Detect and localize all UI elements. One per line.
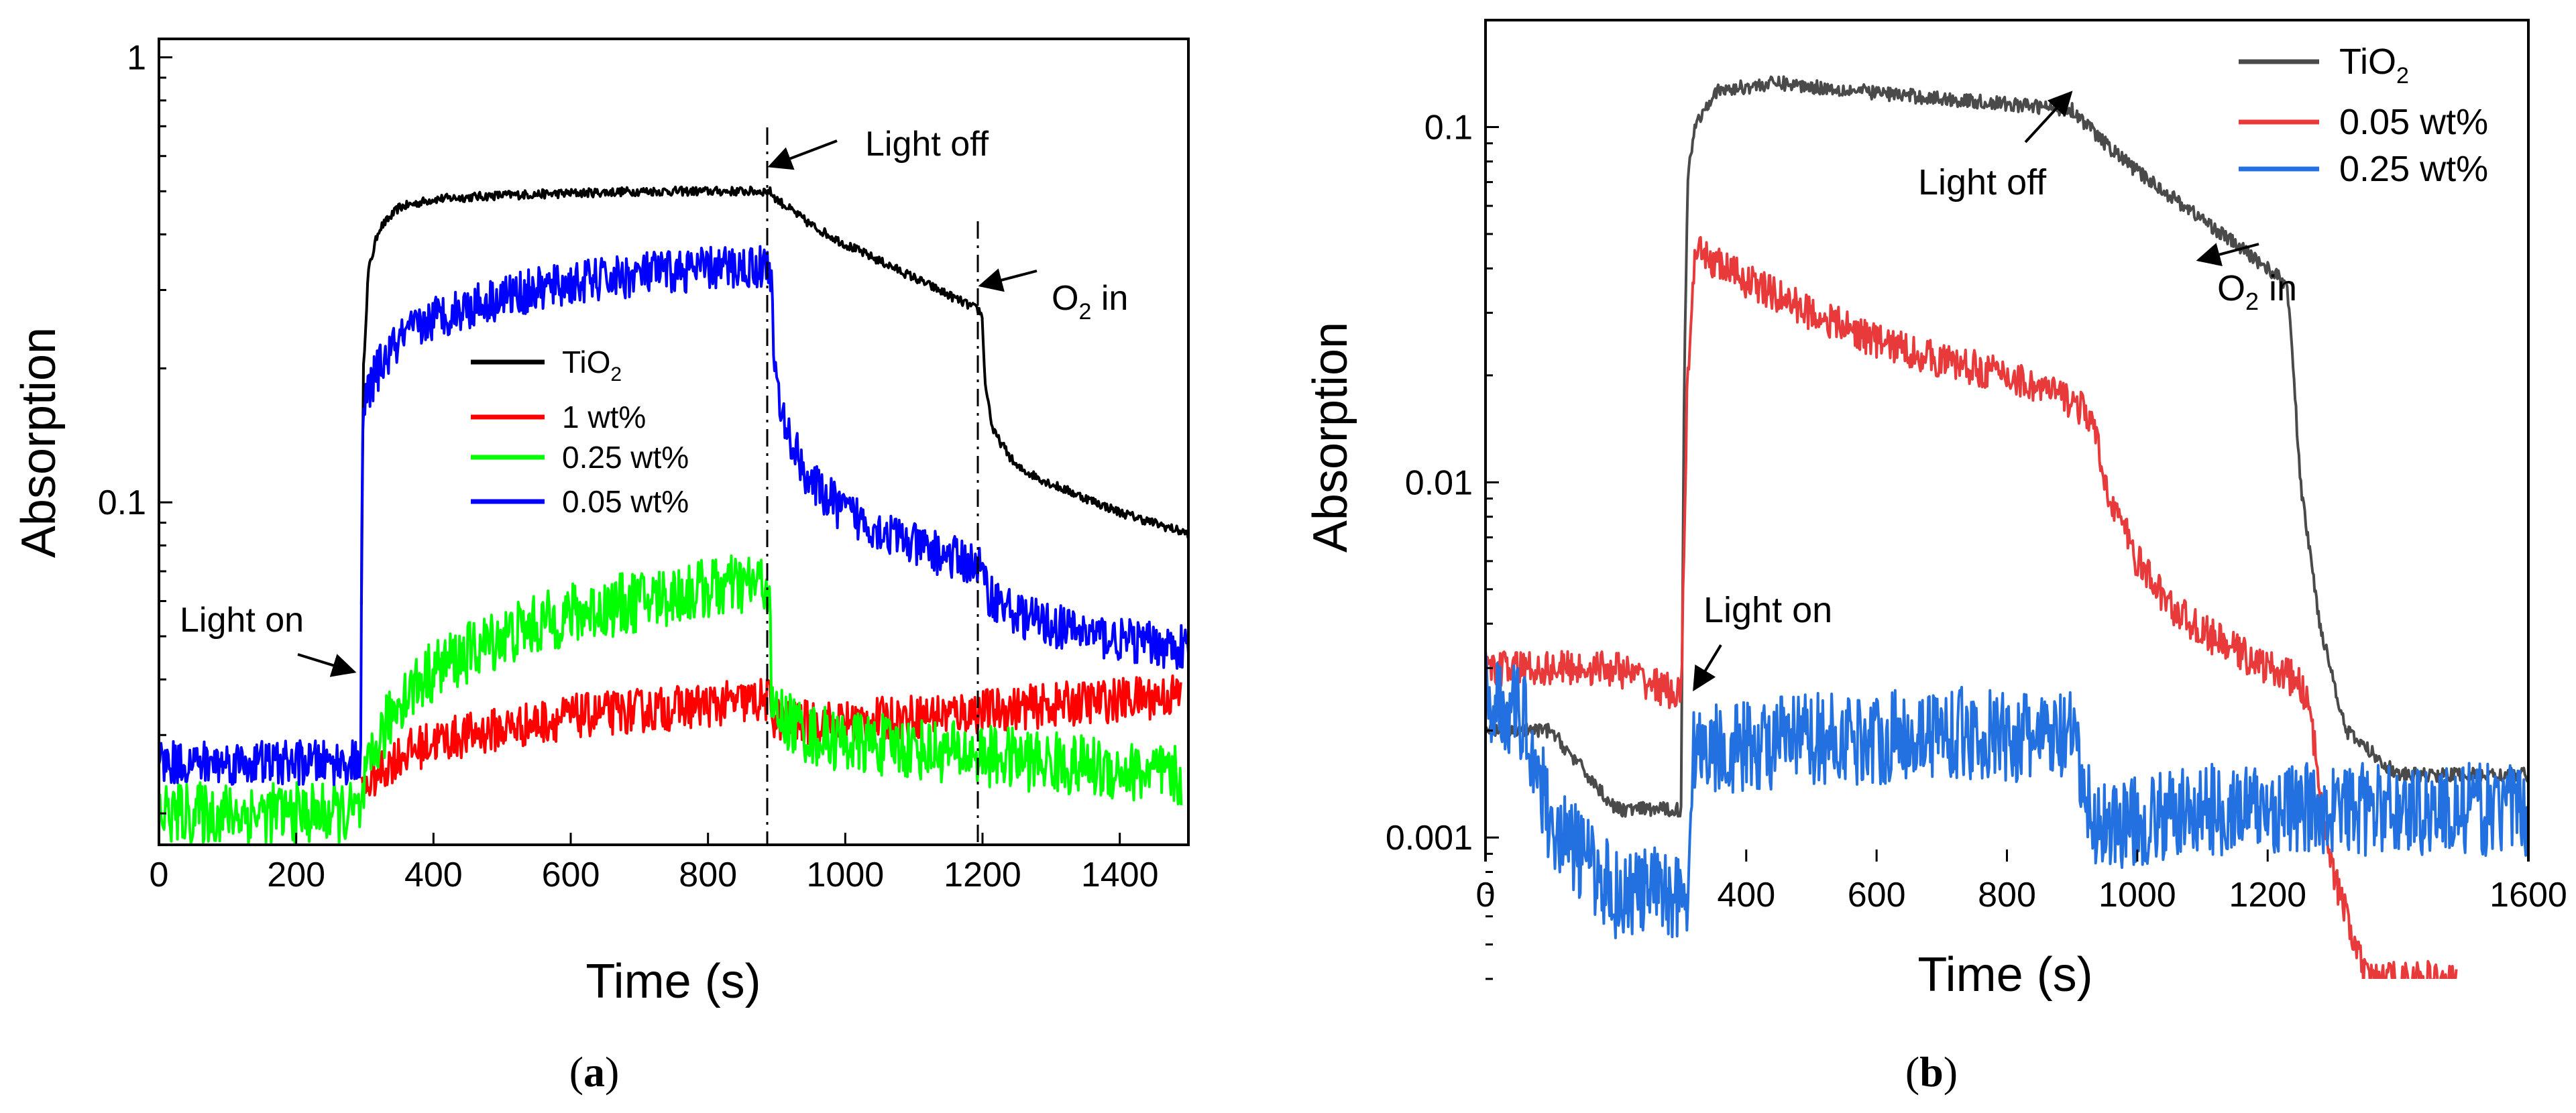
panel-b-series-0-05-wt- [1486,236,2458,979]
panel-a-series-tio2 [359,185,1188,605]
panel-a-x-tick-label: 800 [679,856,737,894]
panel-b-legend-item: TiO2 [2239,42,2409,89]
panel-b-legend-label: TiO2 [2339,42,2409,89]
panel-a-y-ticks: 0.11 [98,38,172,815]
panel-b-series-lines [1486,75,2528,979]
panel-a-legend-item: 1 wt% [471,400,646,434]
panel-b-annotation-o2-in: O2 in [2196,243,2297,315]
panel-b-legend-item: 0.25 wt% [2239,149,2488,189]
panel-a-plot-frame [158,38,1190,846]
panel-b-arrow-light-off [2024,91,2073,143]
panel-a-x-ticks: 0 200 400 600 800 1000 1200 1400 [150,833,1159,894]
panel-b-x-tick-label: 1000 [2098,876,2176,915]
panel-a-label-o2-in: O2 in [1052,279,1128,325]
panel-a-label: (a) [569,1048,620,1096]
panel-b-x-axis-title: Time (s) [1917,948,2092,1002]
panel-a-series-0-05-wt- [159,245,1188,786]
panel-b-arrow-o2-in [2196,243,2259,267]
panel-b-x-ticks: 0 400 600 800 1000 1200 1600 [1476,850,2567,915]
panel-b-series-0-25-wt- [1486,650,2528,939]
panel-a-arrow-light-on [297,653,357,677]
panel-b-legend-item: 0.05 wt% [2239,102,2488,142]
panel-a-x-axis-title: Time (s) [585,955,761,1008]
panel-b-legend-label: 0.25 wt% [2339,149,2488,189]
panel-a-x-tick-label: 1000 [806,856,884,894]
panel-b-x-tick-label: 1200 [2229,876,2306,915]
panel-b-y-ticks: 0.001 0.01 0.1 [1386,19,1499,980]
panel-a-arrow-light-off [767,139,838,170]
panel-b-y-tick-label: 0.01 [1405,463,1473,502]
panel-b-annotation-light-off: Light off [1918,91,2073,202]
panel-b-legend: TiO2 0.05 wt% 0.25 wt% [2239,42,2488,189]
panel-a-x-tick-label: 400 [404,856,463,894]
panel-a-annotation-light-on: Light on [180,601,357,677]
panel-b-x-tick-label: 800 [1978,876,2036,915]
panel-a-legend-label: 0.05 wt% [562,484,689,519]
panel-a: 0 200 400 600 800 1000 1200 1400 0.11 Time (s) … [12,38,1190,1096]
panel-b-annotation-light-on: Light on [1693,590,1832,692]
panel-b-x-tick-label: 600 [1848,876,1906,915]
panel-a-x-tick-label: 200 [267,856,325,894]
panel-b-legend-label: 0.05 wt% [2339,102,2488,142]
panel-b-series-tio2 [1486,75,2528,818]
panel-b-y-tick-label: 0.001 [1386,819,1473,858]
panel-b-label: (b) [1905,1048,1958,1096]
panel-b-y-axis-title: Absorption [1304,322,1357,552]
panel-a-series-0-25-wt- [159,554,1183,845]
panel-a-x-tick-label: 600 [542,856,600,894]
panel-b-label-light-off: Light off [1918,162,2047,202]
panel-a-y-tick-label: 1 [127,38,146,77]
panel-b-y-tick-label: 0.1 [1424,108,1473,147]
panel-a-legend-label: 0.25 wt% [562,440,689,475]
panel-a-legend-item: 0.05 wt% [471,484,689,519]
panel-b-plot-frame [1484,19,2530,862]
panel-a-x-tick-label: 1400 [1081,856,1159,894]
panel-b-label-o2-in: O2 in [2217,268,2297,315]
panel-a-legend-label: 1 wt% [562,400,646,434]
panel-b-x-tick-label: 400 [1717,876,1775,915]
panel-b-label-light-on: Light on [1703,590,1832,630]
panel-a-series-lines [159,185,1188,845]
panel-a-legend: TiO2 1 wt% 0.25 wt% 0.05 wt% [471,345,689,519]
panel-a-arrow-o2-in [978,268,1038,292]
panel-a-annotation-light-off: Light off [767,125,989,170]
panel-b-arrow-light-on [1693,644,1722,692]
panel-a-x-tick-label: 1200 [944,856,1021,894]
panel-a-legend-item: 0.25 wt% [471,440,689,475]
panel-b-x-tick-label: 1600 [2489,876,2567,915]
panel-a-label-light-on: Light on [180,601,304,640]
panel-b: 0 400 600 800 1000 1200 1600 0.001 0.01 0.1 Time… [1304,19,2567,1096]
panel-a-x-tick-label: 0 [150,856,169,894]
panel-a-annotation-o2-in: O2 in [978,268,1128,325]
panel-a-legend-item: TiO2 [471,345,622,386]
panel-a-y-axis-title: Absorption [12,327,66,558]
panel-a-y-tick-label: 0.1 [98,483,146,522]
panel-a-legend-label: TiO2 [562,345,622,386]
panel-b-x-tick-label: 0 [1476,876,1496,915]
panel-a-label-light-off: Light off [865,125,989,164]
